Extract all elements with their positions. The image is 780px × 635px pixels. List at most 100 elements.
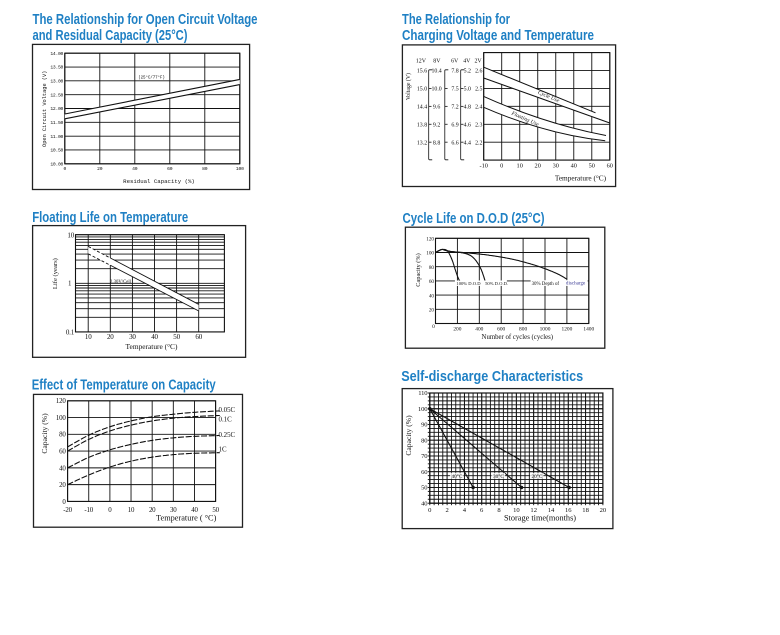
svg-text:6: 6 <box>480 507 484 514</box>
svg-text:1: 1 <box>68 280 72 288</box>
svg-text:2.5: 2.5 <box>475 87 482 93</box>
svg-text:100: 100 <box>418 406 428 413</box>
svg-text:800: 800 <box>519 327 527 333</box>
svg-text:6.6: 6.6 <box>451 140 458 146</box>
svg-text:6.9: 6.9 <box>451 122 458 128</box>
svg-text:2.3: 2.3 <box>475 122 482 128</box>
svg-text:Life (years): Life (years) <box>52 258 59 289</box>
svg-text:Temperature (°C): Temperature (°C) <box>555 173 607 182</box>
svg-text:60: 60 <box>607 162 613 169</box>
svg-text:Number of cycles (cycles): Number of cycles (cycles) <box>482 334 554 341</box>
svg-text:15.6: 15.6 <box>417 69 427 75</box>
svg-text:10.0: 10.0 <box>431 87 441 93</box>
svg-text:11.50: 11.50 <box>50 120 63 126</box>
svg-text:4: 4 <box>463 507 467 514</box>
svg-text:7.8: 7.8 <box>451 69 458 75</box>
svg-text:7.5: 7.5 <box>451 87 458 93</box>
svg-text:Capacity (%): Capacity (%) <box>40 413 49 454</box>
svg-text:Storage time(months): Storage time(months) <box>504 514 576 523</box>
svg-text:15.0: 15.0 <box>417 87 427 93</box>
svg-text:Cycle Life on D.O.D (25°C): Cycle Life on D.O.D (25°C) <box>403 211 545 227</box>
svg-text:40: 40 <box>59 465 66 472</box>
svg-text:30: 30 <box>553 162 559 169</box>
svg-text:40: 40 <box>571 162 577 169</box>
svg-text:80: 80 <box>202 166 208 172</box>
svg-text:50: 50 <box>589 162 595 169</box>
svg-text:2: 2 <box>445 507 448 514</box>
svg-text:20: 20 <box>107 333 114 341</box>
svg-text:100: 100 <box>56 415 66 422</box>
svg-text:Voltage (V): Voltage (V) <box>405 73 412 100</box>
svg-text:5.2: 5.2 <box>464 69 471 75</box>
svg-text:90: 90 <box>421 422 428 429</box>
svg-text:2.2: 2.2 <box>475 140 482 146</box>
svg-text:80: 80 <box>429 265 435 271</box>
svg-text:10: 10 <box>517 162 523 169</box>
svg-text:-10: -10 <box>479 162 487 169</box>
svg-text:8V: 8V <box>433 59 441 65</box>
svg-text:8: 8 <box>497 507 501 514</box>
svg-text:0: 0 <box>63 166 66 172</box>
svg-text:60: 60 <box>195 333 202 341</box>
svg-text:20: 20 <box>97 166 103 172</box>
svg-text:30% Depth of: 30% Depth of <box>532 282 560 287</box>
svg-text:50: 50 <box>421 485 428 492</box>
svg-text:40: 40 <box>132 166 138 172</box>
svg-text:0: 0 <box>428 507 432 514</box>
svg-text:1C: 1C <box>219 447 227 454</box>
svg-text:13.8: 13.8 <box>417 122 427 128</box>
svg-text:20: 20 <box>535 162 541 169</box>
svg-text:(25°C/77°F): (25°C/77°F) <box>138 76 165 81</box>
svg-text:9.2: 9.2 <box>433 122 440 128</box>
svg-text:20: 20 <box>59 482 66 489</box>
svg-text:10.4: 10.4 <box>431 69 441 75</box>
svg-text:2.6: 2.6 <box>475 69 482 75</box>
svg-text:120: 120 <box>426 237 434 243</box>
svg-text:40: 40 <box>191 507 198 514</box>
svg-text:60: 60 <box>167 166 173 172</box>
svg-text:13.2: 13.2 <box>417 140 427 146</box>
svg-text:50: 50 <box>173 333 180 341</box>
svg-text:4.4: 4.4 <box>464 140 471 146</box>
svg-text:14.00: 14.00 <box>50 51 63 57</box>
svg-text:16: 16 <box>565 507 572 514</box>
svg-text:Residual Capacity (%): Residual Capacity (%) <box>123 178 195 185</box>
svg-text:60: 60 <box>429 279 435 285</box>
svg-text:-20: -20 <box>63 507 72 514</box>
svg-text:1400: 1400 <box>583 327 594 333</box>
svg-text:40: 40 <box>429 293 435 299</box>
svg-text:Capacity (%): Capacity (%) <box>404 415 413 456</box>
svg-text:100% D.O.D: 100% D.O.D <box>456 281 481 286</box>
svg-text:2V: 2V <box>474 59 482 65</box>
svg-text:10: 10 <box>513 507 520 514</box>
svg-text:4V: 4V <box>463 59 471 65</box>
svg-text:20°C: 20°C <box>532 473 543 480</box>
svg-text:10.00: 10.00 <box>50 161 63 167</box>
svg-text:60: 60 <box>59 449 66 456</box>
svg-text:400: 400 <box>475 327 483 333</box>
svg-text:50: 50 <box>212 507 219 514</box>
svg-text:7.2: 7.2 <box>451 104 458 110</box>
svg-text:10: 10 <box>128 507 135 514</box>
svg-text:discharge: discharge <box>566 280 586 286</box>
svg-text:100: 100 <box>426 251 434 257</box>
svg-text:10.50: 10.50 <box>50 148 63 154</box>
svg-text:12: 12 <box>530 507 537 514</box>
svg-text:12.00: 12.00 <box>50 106 63 112</box>
svg-text:Self-discharge Characteristics: Self-discharge Characteristics <box>401 369 583 385</box>
svg-text:Open Circuit Voltage (V): Open Circuit Voltage (V) <box>42 71 48 147</box>
svg-text:40°C: 40°C <box>452 473 463 480</box>
svg-text:Capacity (%): Capacity (%) <box>415 253 422 286</box>
svg-text:0.05C: 0.05C <box>219 407 236 414</box>
svg-text:600: 600 <box>497 327 505 333</box>
svg-text:2.4: 2.4 <box>475 104 482 110</box>
svg-text:30: 30 <box>170 507 177 514</box>
svg-text:Charging Voltage and Temperatu: Charging Voltage and Temperature <box>402 28 594 44</box>
svg-text:Effect of Temperature on Capac: Effect of Temperature on Capacity <box>32 378 216 394</box>
svg-text:The Relationship for Open Circ: The Relationship for Open Circuit Voltag… <box>33 12 258 28</box>
svg-text:14: 14 <box>548 507 555 514</box>
svg-text:200: 200 <box>453 327 461 333</box>
svg-text:0.1C: 0.1C <box>219 416 233 423</box>
svg-text:and Residual Capacity (25°C): and Residual Capacity (25°C) <box>33 28 188 44</box>
svg-text:1000: 1000 <box>540 327 551 333</box>
